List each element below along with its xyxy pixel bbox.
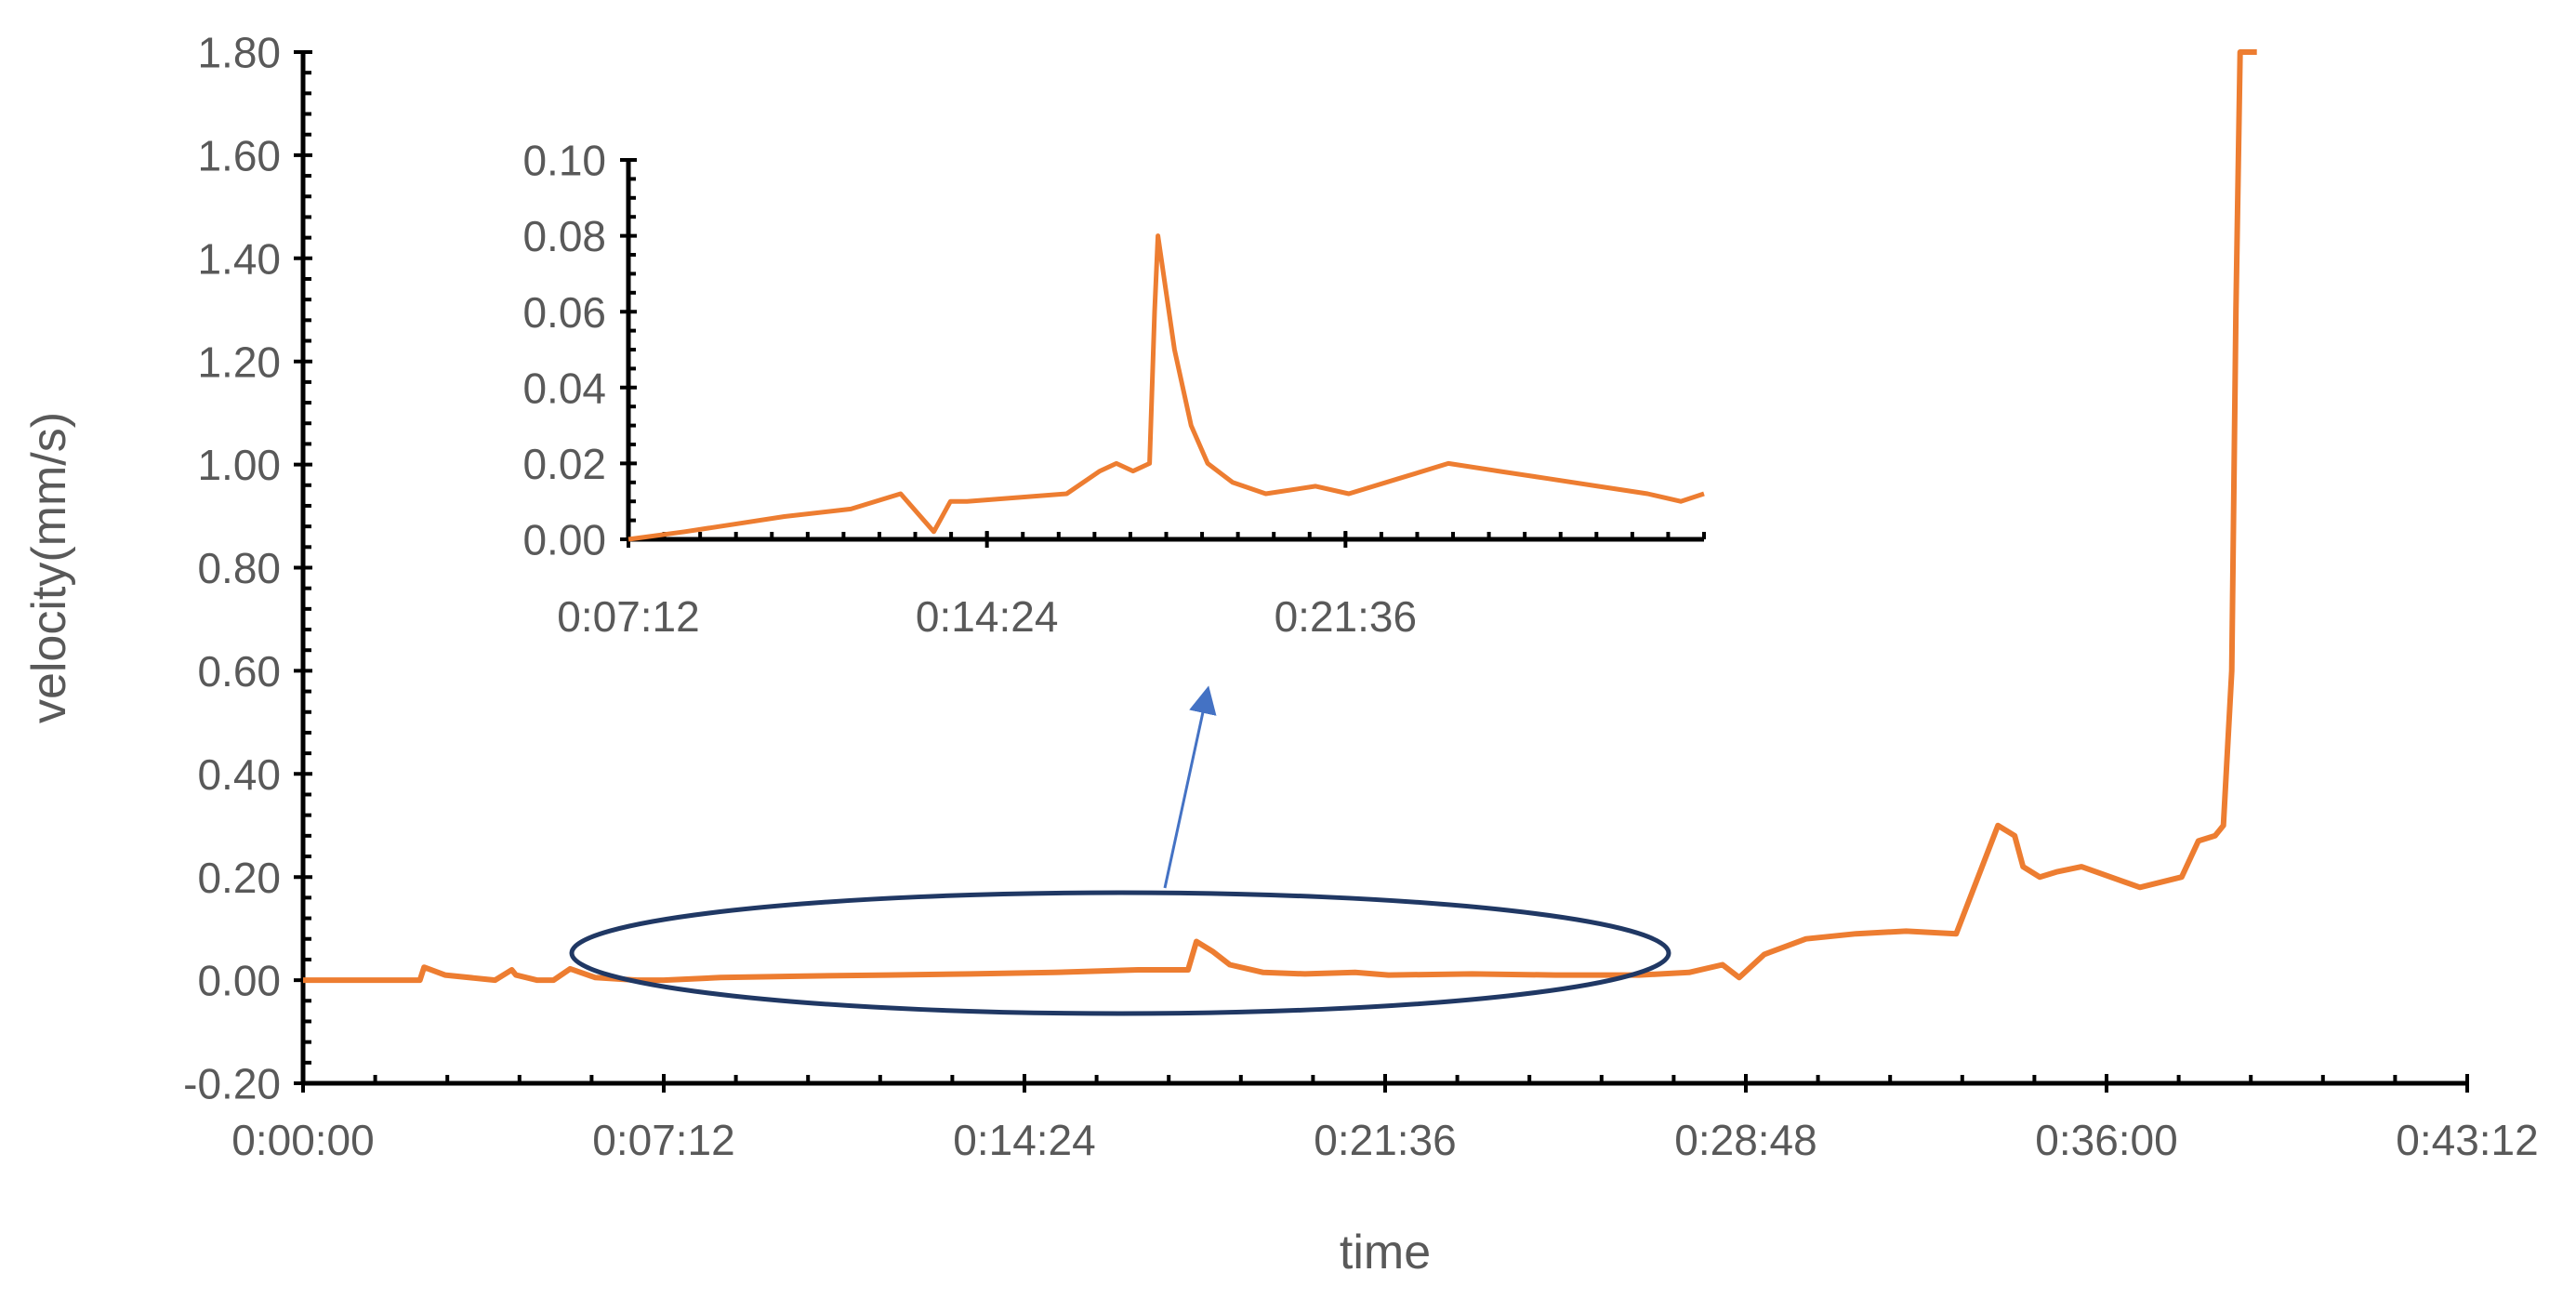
x-axis-title: time (1340, 1226, 1431, 1279)
pointer-arrow (1163, 685, 1217, 889)
y-tick-label: 0.00 (197, 957, 281, 1005)
y-tick-label: 1.80 (197, 29, 281, 77)
x-tick-label: 0:21:36 (1314, 1116, 1456, 1164)
x-tick-label: 0:07:12 (592, 1116, 734, 1164)
y-tick-label: 1.20 (197, 338, 281, 386)
x-tick-label: 0:43:12 (2396, 1116, 2538, 1164)
x-tick-label: 0:00:00 (231, 1116, 374, 1164)
x-tick-label: 0:36:00 (2035, 1116, 2177, 1164)
y-tick-label: 0.40 (197, 750, 281, 799)
series-line (627, 233, 1705, 542)
highlight-ellipse (569, 890, 1671, 1016)
y-tick-label: 0.06 (522, 288, 606, 337)
y-tick-label: 0.20 (197, 854, 281, 902)
y-tick-label: 0.04 (522, 364, 606, 412)
y-tick-label: 0.60 (197, 647, 281, 696)
y-tick-label: 1.60 (197, 131, 281, 179)
x-tick-label: 0:28:48 (1674, 1116, 1816, 1164)
y-tick-label: 0.00 (522, 516, 606, 564)
annotations (569, 685, 1671, 1016)
series-line (303, 49, 2257, 984)
y-tick-label: 0.10 (522, 137, 606, 185)
x-tick-label: 0:14:24 (916, 592, 1058, 641)
main-chart: -0.20 0.00 0.20 0.40 0.60 0.80 1.00 1.20 1.40 1.6… (22, 29, 2539, 1279)
x-tick-label: 0:21:36 (1275, 592, 1417, 641)
y-tick-label: 0.80 (197, 544, 281, 592)
x-tick-label: 0:14:24 (953, 1116, 1095, 1164)
x-tick-label: 0:07:12 (557, 592, 699, 641)
y-tick-label: 0.02 (522, 440, 606, 488)
y-tick-label: 1.40 (197, 234, 281, 283)
inset-chart: 0.00 0.02 0.04 0.06 0.08 0.10 0:07:12 0:14:24 0:… (522, 137, 1706, 641)
y-tick-label: 1.00 (197, 441, 281, 489)
y-tick-label: 0.08 (522, 212, 606, 260)
y-axis-title: velocity(mm/s) (22, 412, 76, 723)
y-tick-label: -0.20 (183, 1060, 281, 1108)
